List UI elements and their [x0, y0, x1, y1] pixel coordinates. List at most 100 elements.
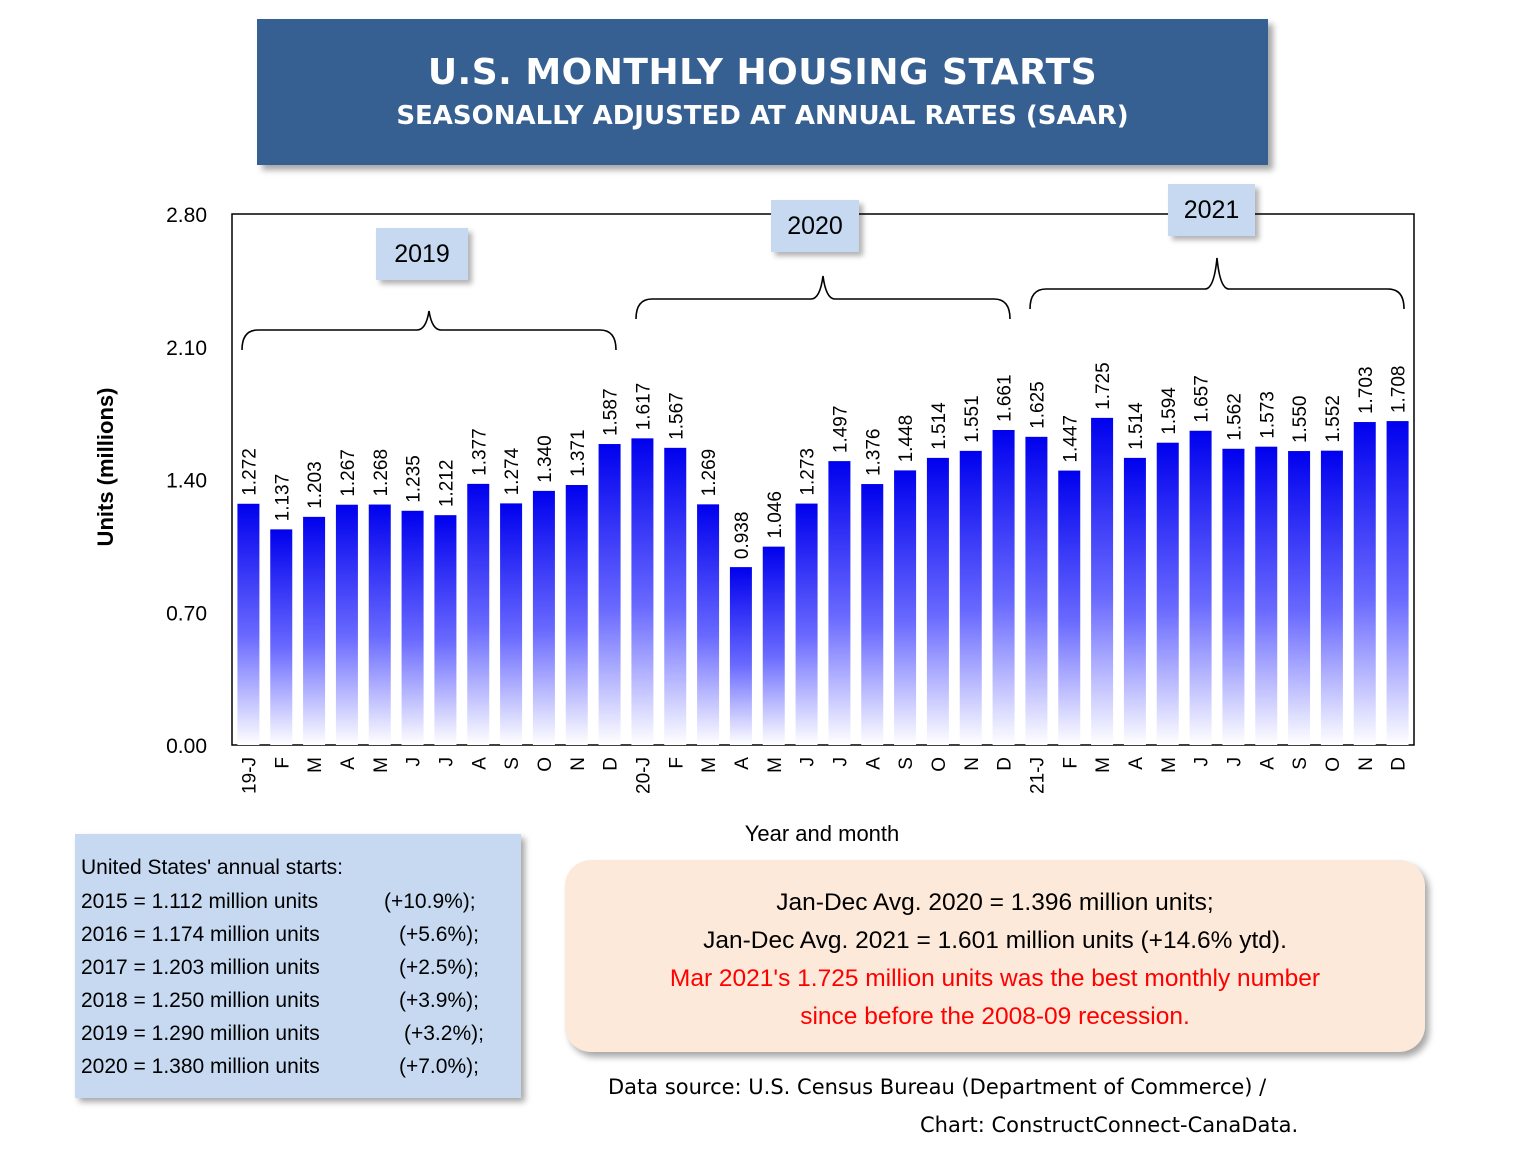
annual-starts-pct: (+3.2%);: [404, 1022, 484, 1045]
bar-value-label: 1.551: [962, 395, 983, 443]
bar: [861, 484, 884, 745]
bar-value-label: 1.272: [239, 448, 260, 496]
x-tick-label: A: [732, 757, 753, 770]
bar: [1255, 446, 1278, 745]
y-tick-label: 0.70: [166, 602, 207, 625]
annual-starts-row: 2015 = 1.112 million units (+10.9%);: [81, 890, 476, 914]
record-note-line2: since before the 2008-09 recession.: [800, 1003, 1190, 1030]
annual-starts-row: 2018 = 1.250 million units (+3.9%);: [81, 989, 479, 1013]
annual-starts-label: 2017 = 1.203 million units: [81, 956, 320, 979]
bar: [270, 529, 293, 745]
y-tick-label: 2.10: [166, 337, 207, 360]
bar: [434, 515, 457, 745]
x-tick-label: S: [502, 757, 523, 770]
y-tick-label: 0.00: [166, 735, 207, 758]
x-tick-label: J: [1192, 757, 1213, 767]
bar-value-label: 1.725: [1093, 362, 1114, 410]
bar: [335, 504, 358, 745]
bar: [729, 567, 752, 745]
x-tick-label: S: [896, 757, 917, 770]
x-tick-label: D: [601, 757, 622, 771]
bar-value-label: 1.657: [1192, 375, 1213, 423]
x-tick-label: D: [1389, 757, 1410, 771]
bar: [959, 450, 982, 745]
annual-starts-label: 2019 = 1.290 million units: [81, 1022, 320, 1045]
x-tick-label: F: [1060, 757, 1081, 769]
year-tag-2019: 2019: [376, 228, 468, 280]
annual-starts-pct: (+7.0%);: [399, 1055, 479, 1078]
x-tick-label: M: [371, 757, 392, 773]
year-brace: [1029, 257, 1405, 310]
bar: [795, 503, 818, 745]
annual-starts-label: 2020 = 1.380 million units: [81, 1055, 320, 1078]
x-tick-label: O: [1323, 757, 1344, 772]
bar-value-label: 1.497: [830, 406, 851, 454]
annual-starts-label: 2015 = 1.112 million units: [81, 890, 319, 913]
annual-starts-row: 2020 = 1.380 million units (+7.0%);: [81, 1055, 479, 1079]
x-tick-label: 19-J: [239, 757, 260, 794]
bar: [237, 503, 260, 745]
bar: [1091, 417, 1114, 745]
x-tick-label: A: [338, 757, 359, 770]
x-tick-label: J: [404, 757, 425, 767]
chart-title: U.S. MONTHLY HOUSING STARTS: [427, 52, 1098, 93]
bar: [1320, 450, 1343, 745]
average-summary-box: Jan-Dec Avg. 2020 = 1.396 million units;…: [565, 860, 1425, 1052]
bar-value-label: 1.573: [1257, 391, 1278, 439]
bar: [1189, 430, 1212, 745]
x-tick-label: 21-J: [1027, 757, 1048, 794]
bar-value-label: 1.046: [765, 491, 786, 539]
x-tick-label: A: [469, 757, 490, 770]
x-tick-label: N: [1356, 757, 1377, 771]
bar-value-label: 1.550: [1290, 396, 1311, 444]
x-tick-label: O: [929, 757, 950, 772]
housing-starts-bar-chart: 0.00 0.70 1.40 2.10 2.80 Units (millions) Year…: [93, 204, 1415, 846]
annual-starts-box: United States' annual starts: 2015 = 1.1…: [75, 834, 521, 1098]
bar-value-label: 1.552: [1323, 395, 1344, 443]
annual-starts-pct: (+10.9%);: [384, 890, 476, 913]
bar-value-label: 1.514: [929, 402, 950, 450]
x-tick-label: F: [272, 757, 293, 769]
bar-value-label: 1.340: [535, 435, 556, 483]
bar: [1353, 422, 1376, 745]
bar-value-label: 1.137: [272, 474, 293, 522]
bar-value-label: 1.587: [601, 388, 622, 436]
x-tick-label: M: [765, 757, 786, 773]
annual-starts-pct: (+5.6%);: [399, 923, 479, 946]
x-axis-label: Year and month: [745, 821, 900, 846]
bar-value-label: 1.274: [502, 447, 523, 495]
bar-value-label: 1.273: [798, 448, 819, 496]
x-tick-label: M: [1093, 757, 1114, 773]
record-note-line1: Mar 2021's 1.725 million units was the b…: [669, 965, 1321, 992]
bar: [303, 516, 326, 745]
bar: [894, 470, 917, 745]
annual-starts-title: United States' annual starts:: [81, 856, 343, 879]
bar: [697, 504, 720, 745]
bar: [565, 484, 588, 745]
x-tick-label: F: [666, 757, 687, 769]
bar: [1025, 436, 1048, 745]
y-axis-label: Units (millions): [93, 388, 118, 547]
annual-starts-pct: (+2.5%);: [399, 956, 479, 979]
bar-value-label: 0.938: [732, 512, 753, 560]
x-tick-label: A: [1257, 757, 1278, 770]
x-tick-label: O: [535, 757, 556, 772]
bar: [828, 461, 851, 745]
y-tick-label: 1.40: [166, 470, 207, 493]
bar-value-label: 1.268: [371, 449, 392, 497]
bar: [598, 444, 621, 745]
year-tag-2020: 2020: [771, 200, 859, 252]
bar-value-label: 1.708: [1389, 366, 1410, 414]
bar: [992, 430, 1015, 745]
bar-value-label: 1.377: [469, 428, 490, 476]
x-tick-label: J: [436, 757, 457, 767]
bar-value-label: 1.448: [896, 415, 917, 463]
bar: [368, 504, 391, 745]
annual-starts-row: 2016 = 1.174 million units (+5.6%);: [81, 923, 479, 947]
x-tick-label: M: [699, 757, 720, 773]
bar-value-label: 1.212: [436, 460, 457, 508]
bar: [532, 490, 555, 745]
bar-value-label: 1.617: [633, 383, 654, 431]
y-tick-label: 2.80: [166, 204, 207, 227]
x-tick-label: M: [1159, 757, 1180, 773]
